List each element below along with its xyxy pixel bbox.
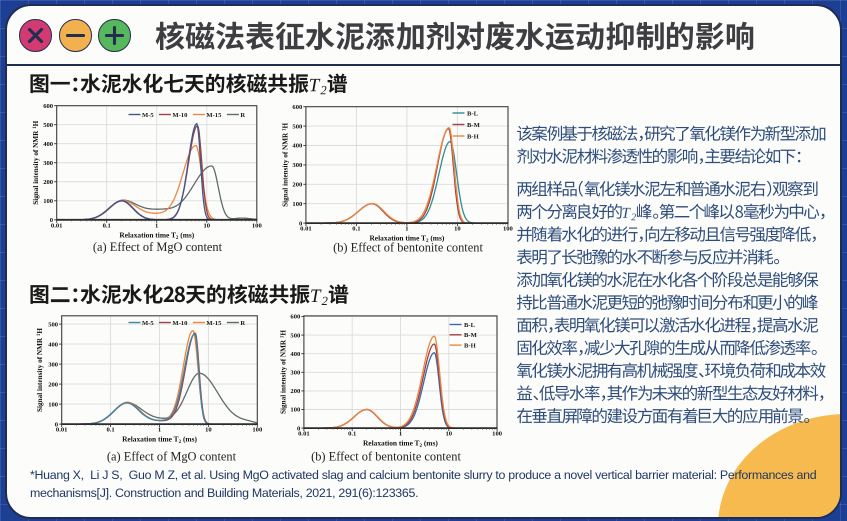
svg-text:200: 200 (43, 179, 54, 186)
svg-text:100: 100 (492, 431, 503, 438)
svg-text:1: 1 (399, 431, 402, 438)
svg-text:600: 600 (290, 314, 301, 321)
svg-text:Signal intensity of NMR 1H: Signal intensity of NMR 1H (36, 328, 44, 412)
svg-text:0: 0 (55, 421, 59, 428)
svg-text:0.1: 0.1 (103, 222, 111, 229)
svg-text:B-L: B-L (467, 110, 479, 117)
svg-text:100: 100 (43, 198, 54, 205)
svg-text:400: 400 (48, 341, 59, 348)
svg-text:M-10: M-10 (172, 112, 188, 119)
svg-text:0: 0 (50, 217, 54, 224)
svg-text:100: 100 (292, 201, 303, 208)
svg-text:500: 500 (43, 122, 54, 129)
svg-text:400: 400 (43, 141, 54, 148)
svg-text:200: 200 (292, 182, 303, 189)
svg-text:200: 200 (290, 388, 301, 395)
svg-text:B-M: B-M (467, 122, 481, 129)
svg-text:1: 1 (405, 226, 408, 233)
svg-text:B-H: B-H (464, 342, 477, 349)
svg-text:Relaxation time T2 (ms): Relaxation time T2 (ms) (369, 234, 444, 245)
svg-text:10: 10 (446, 431, 453, 438)
svg-text:200: 200 (48, 381, 59, 388)
svg-text:Relaxation time T2 (ms): Relaxation time T2 (ms) (122, 435, 197, 446)
svg-text:500: 500 (290, 332, 301, 339)
svg-text:0: 0 (297, 425, 301, 432)
svg-text:R: R (240, 112, 245, 119)
svg-text:300: 300 (290, 370, 301, 377)
svg-text:(b) Effect of bentonite conten: (b) Effect of bentonite content (333, 241, 483, 255)
svg-text:10: 10 (204, 222, 211, 229)
svg-text:100: 100 (252, 427, 263, 434)
svg-text:M-15: M-15 (206, 112, 222, 119)
svg-text:Relaxation time T2 (ms): Relaxation time T2 (ms) (363, 439, 438, 450)
svg-text:Signal intensity of NMR 1H: Signal intensity of NMR 1H (32, 120, 40, 204)
svg-text:0: 0 (299, 220, 303, 227)
svg-text:300: 300 (292, 162, 303, 169)
svg-text:B-M: B-M (464, 332, 478, 339)
svg-text:M-15: M-15 (206, 320, 222, 327)
svg-text:Signal intensity of NMR 1H: Signal intensity of NMR 1H (280, 330, 288, 414)
svg-text:(a) Effect of MgO content: (a) Effect of MgO content (107, 450, 237, 464)
svg-text:0.1: 0.1 (352, 226, 360, 233)
svg-text:100: 100 (290, 407, 301, 414)
svg-text:10: 10 (454, 226, 461, 233)
svg-text:(a) Effect of MgO content: (a) Effect of MgO content (93, 240, 223, 254)
svg-text:Signal intensity of NMR 1H: Signal intensity of NMR 1H (282, 123, 290, 207)
svg-text:R: R (240, 320, 245, 327)
svg-text:0.01: 0.01 (298, 431, 310, 438)
svg-text:0.1: 0.1 (348, 431, 356, 438)
svg-text:100: 100 (252, 222, 263, 229)
svg-text:10: 10 (205, 427, 212, 434)
svg-text:M-5: M-5 (142, 320, 154, 327)
svg-text:100: 100 (48, 401, 59, 408)
svg-text:300: 300 (43, 160, 54, 167)
svg-text:600: 600 (43, 103, 54, 110)
svg-text:0.01: 0.01 (300, 226, 312, 233)
svg-text:0.1: 0.1 (106, 427, 114, 434)
svg-text:100: 100 (503, 226, 514, 233)
svg-text:600: 600 (292, 104, 303, 111)
svg-text:0.01: 0.01 (56, 427, 68, 434)
svg-text:M-10: M-10 (172, 320, 188, 327)
svg-text:1: 1 (155, 222, 158, 229)
svg-text:500: 500 (48, 321, 59, 328)
svg-text:B-H: B-H (467, 133, 480, 140)
svg-text:B-L: B-L (464, 322, 476, 329)
svg-text:0.01: 0.01 (51, 222, 63, 229)
svg-text:400: 400 (292, 143, 303, 150)
svg-text:M-5: M-5 (142, 112, 154, 119)
svg-text:400: 400 (290, 351, 301, 358)
svg-text:500: 500 (292, 123, 303, 130)
svg-text:300: 300 (48, 361, 59, 368)
svg-text:1: 1 (158, 427, 161, 434)
svg-text:Relaxation time T2 (ms): Relaxation time T2 (ms) (119, 230, 194, 241)
svg-text:(b) Effect of bentonite conten: (b) Effect of bentonite content (311, 450, 461, 464)
